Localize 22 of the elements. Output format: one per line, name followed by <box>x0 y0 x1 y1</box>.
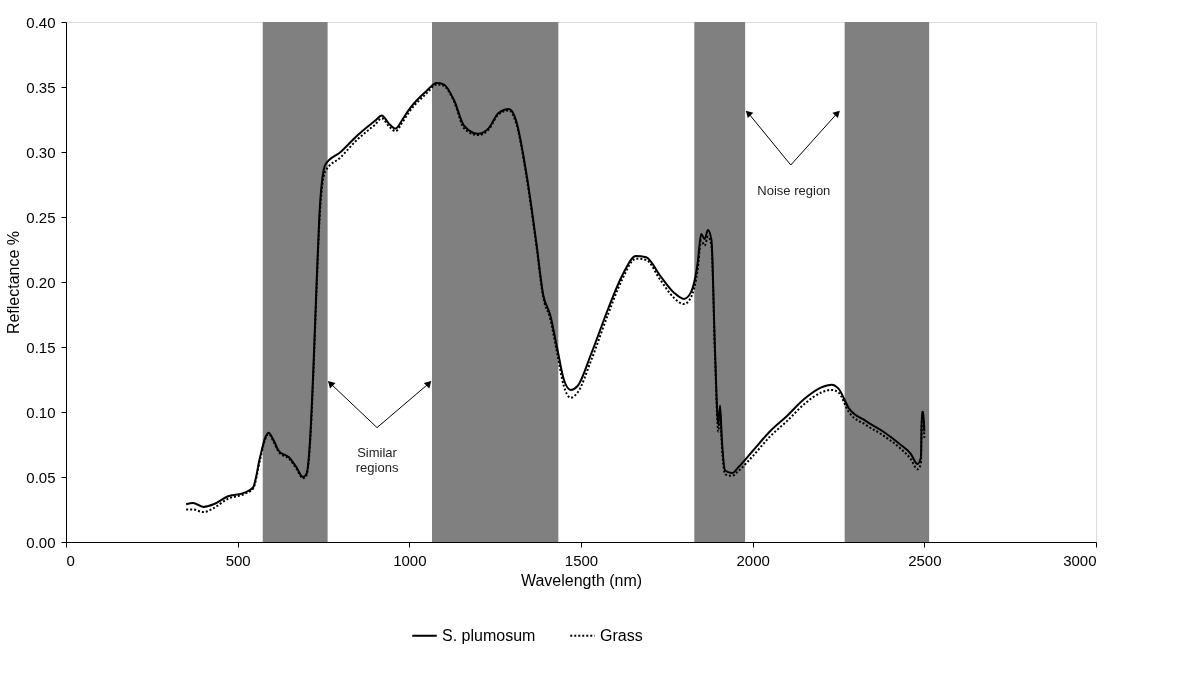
x-tick-label: 1500 <box>564 551 599 569</box>
x-tick-label: 2500 <box>908 551 942 569</box>
y-axis-title: Reflectance % <box>5 230 23 335</box>
y-tick-label: 0.10 <box>26 403 56 421</box>
x-tick-label: 2000 <box>736 551 770 569</box>
y-tick-label: 0.00 <box>26 533 56 551</box>
x-axis-title: Wavelength (nm) <box>520 571 643 589</box>
y-tick-label: 0.05 <box>26 468 56 486</box>
x-tick-label: 500 <box>225 551 251 569</box>
x-tick-label: 1000 <box>393 551 427 569</box>
legend-label: Grass <box>600 626 643 644</box>
y-tick-label: 0.15 <box>26 338 56 356</box>
y-tick-label: 0.40 <box>26 13 56 31</box>
annotation: Similar regions <box>355 445 399 476</box>
legend-label: S. plumosum <box>442 626 536 644</box>
y-tick-label: 0.30 <box>26 143 56 161</box>
y-tick-label: 0.35 <box>26 78 56 96</box>
annotation: Noise region <box>757 182 831 198</box>
y-tick-label: 0.25 <box>26 208 56 226</box>
y-tick-label: 0.20 <box>26 273 56 291</box>
x-tick-label: 3000 <box>1063 551 1097 569</box>
x-tick-label: 0 <box>66 551 75 569</box>
